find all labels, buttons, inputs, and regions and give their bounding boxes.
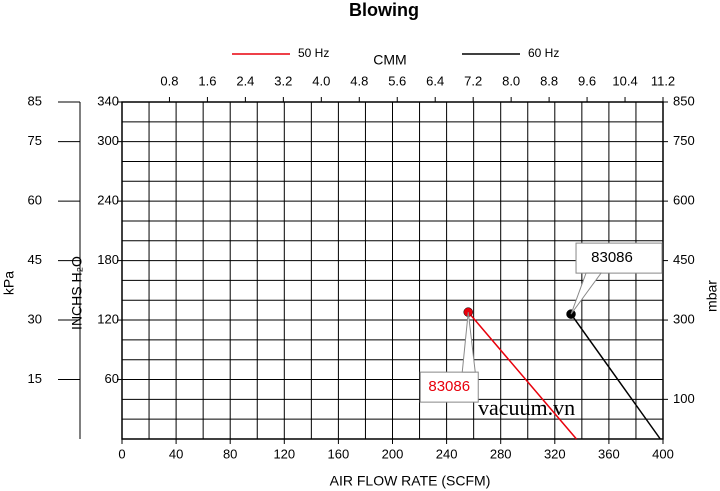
x2-tick-label: 9.6 — [578, 73, 596, 88]
y-tick-label: 300 — [97, 133, 119, 148]
callout-pointer — [461, 312, 476, 373]
callout-box — [419, 371, 479, 403]
y2-tick-label: 850 — [673, 93, 695, 108]
x2-tick-label: 0.8 — [160, 73, 178, 88]
y-tick-label: 340 — [97, 93, 119, 108]
y-axis-label: INCHS H₂O — [69, 256, 85, 330]
x2-tick-label: 7.2 — [464, 73, 482, 88]
x-tick-label: 0 — [118, 446, 125, 461]
x2-axis-label: CMM — [373, 52, 406, 68]
x2-tick-label: 4.8 — [350, 73, 368, 88]
y3-tick-label: 15 — [28, 371, 42, 386]
x-tick-label: 80 — [223, 446, 237, 461]
x-axis-label: AIR FLOW RATE (SCFM) — [330, 473, 491, 489]
x-tick-label: 320 — [544, 446, 566, 461]
x2-tick-label: 10.4 — [612, 73, 637, 88]
y2-tick-label: 100 — [673, 391, 695, 406]
watermark: vacuum.vn — [478, 395, 575, 420]
y2-tick-label: 600 — [673, 193, 695, 208]
x2-tick-label: 2.4 — [236, 73, 254, 88]
x2-tick-label: 1.6 — [198, 73, 216, 88]
y2-axis-label: mbar — [704, 280, 720, 312]
y3-axis-label: kPa — [1, 271, 17, 295]
x-tick-label: 120 — [273, 446, 295, 461]
callout-label: 83086 — [591, 249, 633, 266]
x-tick-label: 200 — [382, 446, 404, 461]
x2-tick-label: 8.8 — [540, 73, 558, 88]
y-tick-label: 180 — [97, 252, 119, 267]
x2-tick-label: 4.0 — [312, 73, 330, 88]
chart-title: Blowing — [349, 0, 419, 20]
x-tick-label: 400 — [652, 446, 674, 461]
x-tick-label: 360 — [598, 446, 620, 461]
x2-tick-label: 3.2 — [274, 73, 292, 88]
y3-tick-label: 85 — [28, 93, 42, 108]
x2-tick-label: 11.2 — [651, 73, 675, 88]
x-tick-label: 40 — [169, 446, 183, 461]
callout-label: 83086 — [428, 378, 470, 395]
legend-label: 60 Hz — [528, 46, 559, 60]
x-tick-label: 280 — [490, 446, 512, 461]
x-tick-label: 240 — [436, 446, 458, 461]
series-line — [570, 313, 661, 440]
legend-label: 50 Hz — [298, 46, 329, 60]
x-tick-label: 160 — [328, 446, 350, 461]
y3-tick-label: 30 — [28, 311, 42, 326]
callout-pointer — [570, 272, 603, 315]
y2-tick-label: 450 — [673, 252, 695, 267]
y2-tick-label: 300 — [673, 311, 695, 326]
y-tick-label: 120 — [97, 311, 119, 326]
y-tick-label: 240 — [97, 193, 119, 208]
y3-tick-label: 45 — [28, 252, 42, 267]
y3-tick-label: 75 — [28, 133, 42, 148]
x2-tick-label: 5.6 — [388, 73, 406, 88]
y3-tick-label: 60 — [28, 193, 42, 208]
x2-tick-label: 6.4 — [426, 73, 444, 88]
y2-tick-label: 750 — [673, 133, 695, 148]
callout-box — [575, 242, 663, 274]
y-tick-label: 60 — [105, 371, 119, 386]
x2-tick-label: 8.0 — [502, 73, 520, 88]
series-line — [467, 311, 578, 440]
